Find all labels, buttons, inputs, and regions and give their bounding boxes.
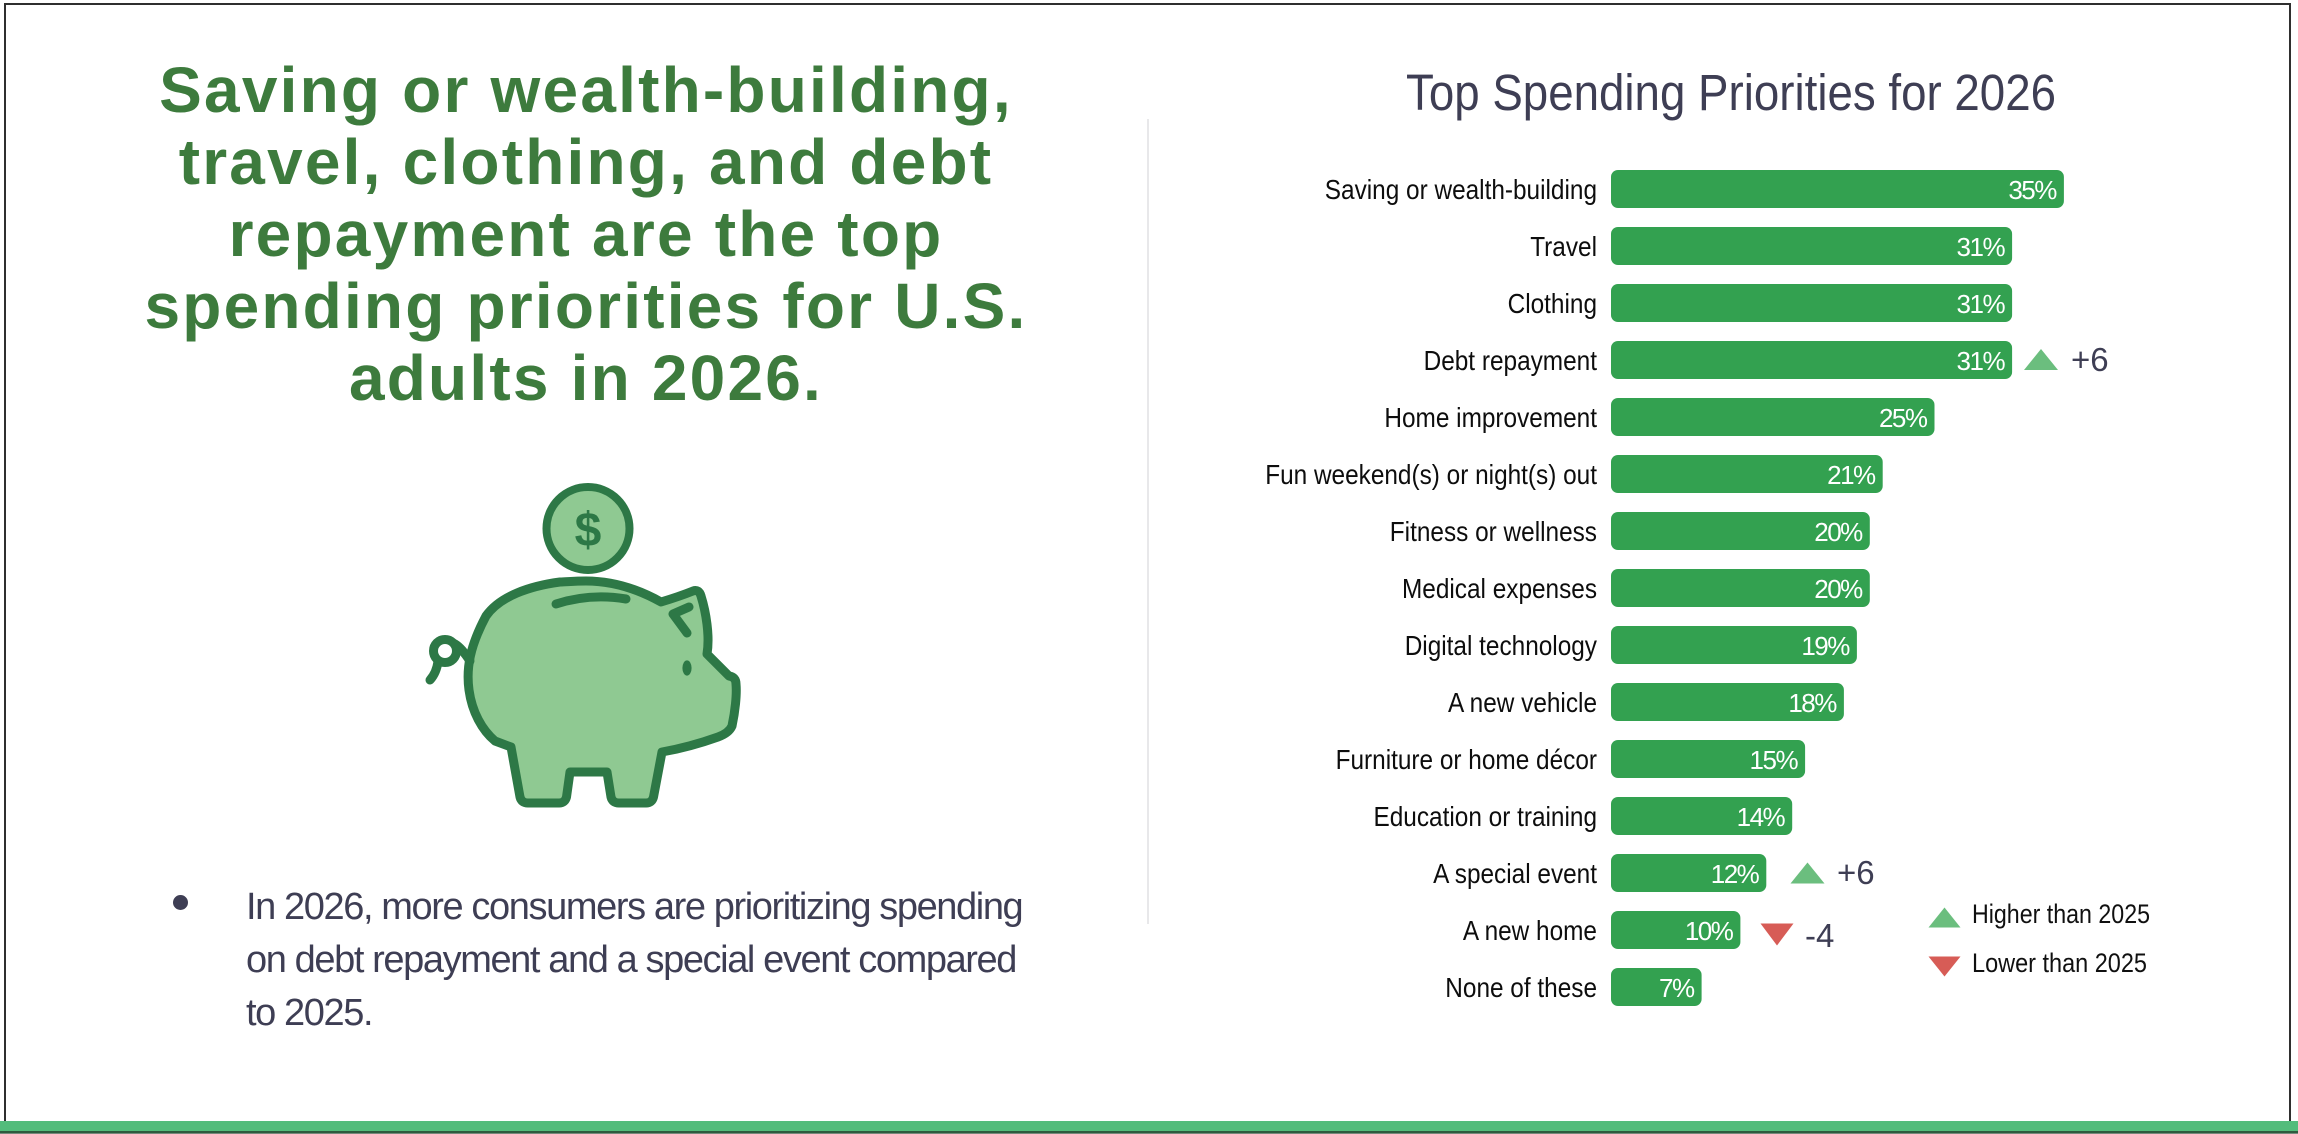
svg-text:31%: 31% [1957,289,2006,319]
svg-text:-4: -4 [1805,917,1834,954]
svg-text:Digital technology: Digital technology [1405,630,1597,661]
svg-text:31%: 31% [1957,346,2006,376]
svg-text:10%: 10% [1685,916,1734,946]
svg-text:Lower than 2025: Lower than 2025 [1972,948,2147,978]
svg-text:21%: 21% [1827,460,1876,490]
svg-text:20%: 20% [1814,574,1863,604]
svg-text:A new home: A new home [1463,915,1597,946]
svg-text:Travel: Travel [1530,231,1597,262]
svg-text:Top Spending Priorities for 20: Top Spending Priorities for 2026 [1406,64,2056,121]
svg-text:Home improvement: Home improvement [1384,402,1597,433]
svg-text:14%: 14% [1737,802,1786,832]
svg-text:Higher than 2025: Higher than 2025 [1972,899,2150,929]
svg-text:None of these: None of these [1445,972,1597,1003]
svg-text:12%: 12% [1711,859,1760,889]
svg-text:Medical expenses: Medical expenses [1402,573,1597,604]
svg-text:35%: 35% [2008,175,2057,205]
svg-text:Education or training: Education or training [1374,801,1598,832]
svg-text:Debt repayment: Debt repayment [1424,345,1598,376]
svg-text:7%: 7% [1659,973,1695,1003]
svg-text:Fitness or wellness: Fitness or wellness [1390,516,1597,547]
svg-text:A new vehicle: A new vehicle [1448,687,1597,718]
svg-text:A special event: A special event [1433,858,1597,889]
svg-text:31%: 31% [1957,232,2006,262]
svg-text:25%: 25% [1879,403,1928,433]
svg-text:20%: 20% [1814,517,1863,547]
svg-text:+6: +6 [2071,341,2109,378]
svg-text:19%: 19% [1801,631,1850,661]
svg-text:18%: 18% [1788,688,1837,718]
svg-text:Saving or wealth-building: Saving or wealth-building [1325,174,1597,205]
svg-text:15%: 15% [1750,745,1799,775]
svg-text:Furniture or home décor: Furniture or home décor [1336,744,1597,775]
svg-text:Clothing: Clothing [1508,288,1597,319]
svg-text:Fun weekend(s) or night(s) out: Fun weekend(s) or night(s) out [1265,459,1597,490]
svg-text:+6: +6 [1837,854,1875,891]
svg-text:$: $ [575,504,602,557]
